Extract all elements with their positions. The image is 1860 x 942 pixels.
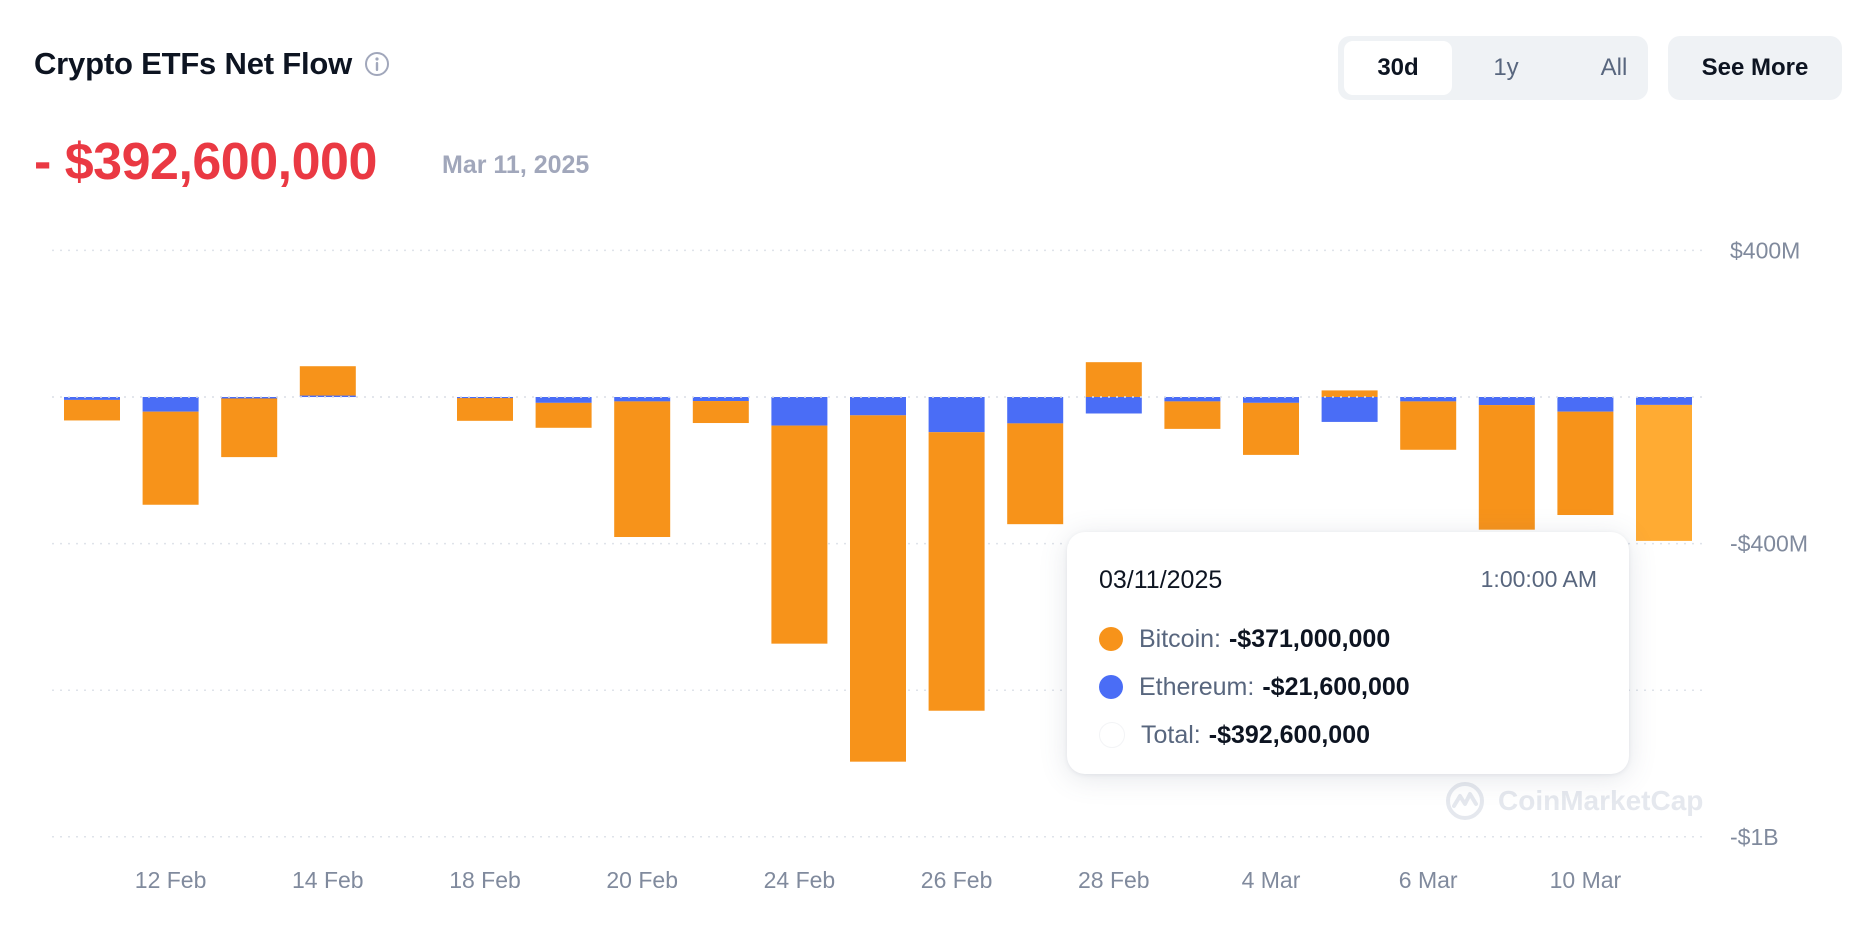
- bitcoin-bar[interactable]: [457, 398, 513, 421]
- ethereum-bar[interactable]: [142, 397, 199, 412]
- tooltip-date: 03/11/2025: [1099, 566, 1223, 594]
- ethereum-bar[interactable]: [1400, 397, 1457, 402]
- bitcoin-bar[interactable]: [1557, 411, 1614, 516]
- y-tick-label: -$400M: [1730, 531, 1808, 557]
- range-tab-1y[interactable]: 1y: [1493, 54, 1519, 81]
- bitcoin-bar[interactable]: [771, 425, 828, 644]
- bitcoin-bar[interactable]: [850, 415, 906, 762]
- ethereum-bar[interactable]: [928, 397, 985, 433]
- y-tick-label: -$1B: [1730, 824, 1779, 850]
- watermark-text: CoinMarketCap: [1498, 785, 1704, 816]
- bitcoin-bar[interactable]: [1007, 423, 1064, 525]
- tooltip-row-ethereum: Ethereum: -$21,600,000: [1099, 663, 1597, 711]
- ethereum-bar[interactable]: [1164, 397, 1221, 402]
- time-range-selector: 30d 1y All: [1338, 36, 1648, 100]
- ethereum-bar[interactable]: [299, 395, 356, 398]
- tooltip-row-total: Total: -$392,600,000: [1099, 711, 1597, 759]
- x-tick-label: 12 Feb: [135, 867, 207, 893]
- info-icon[interactable]: [364, 51, 390, 77]
- ethereum-bar[interactable]: [771, 397, 828, 426]
- ethereum-bar[interactable]: [850, 397, 906, 416]
- bitcoin-bar[interactable]: [1636, 404, 1692, 541]
- x-tick-label: 26 Feb: [921, 867, 993, 893]
- chart-tooltip: 03/11/2025 1:00:00 AM Bitcoin: -$371,000…: [1067, 532, 1629, 774]
- x-tick-label: 24 Feb: [764, 867, 836, 893]
- ethereum-bar[interactable]: [692, 397, 749, 402]
- x-tick-label: 6 Mar: [1399, 867, 1458, 893]
- ethereum-bar[interactable]: [535, 397, 592, 403]
- tooltip-value: -$371,000,000: [1228, 624, 1391, 653]
- ethereum-bar[interactable]: [614, 397, 671, 402]
- coinmarketcap-watermark: CoinMarketCap: [1444, 780, 1703, 822]
- range-tab-all[interactable]: All: [1600, 54, 1628, 81]
- bitcoin-bar[interactable]: [299, 366, 356, 396]
- bitcoin-bar[interactable]: [1164, 401, 1221, 429]
- ethereum-bar[interactable]: [1321, 397, 1378, 422]
- chart-title: Crypto ETFs Net Flow: [34, 46, 353, 81]
- bitcoin-bar[interactable]: [221, 398, 278, 458]
- total-dot: [1099, 722, 1125, 748]
- bitcoin-bar[interactable]: [1243, 402, 1299, 455]
- ethereum-bar[interactable]: [1243, 397, 1299, 403]
- tooltip-time: 1:00:00 AM: [1480, 566, 1597, 592]
- net-flow-value: - $392,600,000: [34, 133, 377, 191]
- net-flow-date: Mar 11, 2025: [442, 151, 590, 179]
- coinmarketcap-logo-icon: [1446, 782, 1484, 820]
- tooltip-label: Bitcoin:: [1139, 624, 1221, 653]
- ethereum-bar[interactable]: [1085, 397, 1142, 414]
- bitcoin-bar[interactable]: [535, 402, 592, 428]
- bitcoin-bar[interactable]: [64, 399, 120, 421]
- bitcoin-bar[interactable]: [692, 401, 749, 424]
- x-tick-label: 14 Feb: [292, 867, 364, 893]
- see-more-button[interactable]: See More: [1668, 36, 1842, 100]
- tooltip-row-bitcoin: Bitcoin: -$371,000,000: [1099, 615, 1597, 663]
- bitcoin-bar[interactable]: [1085, 362, 1142, 397]
- x-tick-label: 4 Mar: [1242, 867, 1301, 893]
- bitcoin-bar[interactable]: [142, 411, 199, 505]
- x-tick-label: 28 Feb: [1078, 867, 1150, 893]
- x-tick-label: 20 Feb: [606, 867, 678, 893]
- ethereum-bar[interactable]: [1478, 397, 1535, 406]
- y-tick-label: $400M: [1730, 237, 1800, 263]
- bitcoin-bar[interactable]: [1400, 401, 1457, 450]
- bitcoin-bar[interactable]: [1321, 390, 1378, 397]
- bitcoin-bar[interactable]: [614, 401, 671, 538]
- ethereum-dot: [1099, 675, 1123, 699]
- tooltip-value: -$21,600,000: [1262, 672, 1410, 701]
- ethereum-bar[interactable]: [1007, 397, 1064, 424]
- chart-header: Crypto ETFs Net Flow: [34, 46, 390, 82]
- ethereum-bar[interactable]: [221, 397, 278, 399]
- tooltip-value: -$392,600,000: [1208, 720, 1371, 749]
- x-tick-label: 10 Mar: [1550, 867, 1622, 893]
- x-tick-label: 18 Feb: [449, 867, 521, 893]
- tooltip-label: Ethereum:: [1139, 672, 1255, 701]
- tooltip-label: Total:: [1141, 720, 1201, 749]
- ethereum-bar[interactable]: [1557, 397, 1614, 412]
- range-tab-30d[interactable]: 30d: [1344, 41, 1452, 95]
- bitcoin-dot: [1099, 627, 1123, 651]
- bitcoin-bar[interactable]: [928, 432, 985, 711]
- ethereum-bar[interactable]: [64, 397, 120, 400]
- bitcoin-bar[interactable]: [1478, 405, 1535, 530]
- ethereum-bar[interactable]: [1636, 397, 1692, 405]
